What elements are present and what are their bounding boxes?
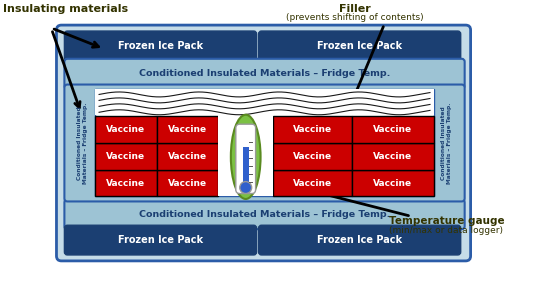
Text: Vaccine: Vaccine <box>167 179 207 188</box>
Bar <box>351 143 434 170</box>
Text: Frozen Ice Pack: Frozen Ice Pack <box>317 235 402 245</box>
Text: Temperature gauge: Temperature gauge <box>389 216 505 226</box>
Bar <box>218 89 273 196</box>
Text: Vaccine: Vaccine <box>106 179 146 188</box>
Text: Vaccine: Vaccine <box>106 152 146 161</box>
FancyBboxPatch shape <box>258 31 461 61</box>
FancyBboxPatch shape <box>64 200 465 229</box>
Text: Conditioned Insulated
Materials – Fridge Temp.: Conditioned Insulated Materials – Fridge… <box>441 102 452 184</box>
Bar <box>95 116 157 143</box>
Bar <box>157 170 218 196</box>
Bar <box>95 89 434 196</box>
Text: Vaccine: Vaccine <box>373 125 412 134</box>
Circle shape <box>240 182 251 194</box>
FancyBboxPatch shape <box>236 124 256 194</box>
Text: Conditioned Insulated
Materials – Fridge Temp.: Conditioned Insulated Materials – Fridge… <box>77 102 88 184</box>
Text: Frozen Ice Pack: Frozen Ice Pack <box>118 235 203 245</box>
Text: Vaccine: Vaccine <box>293 125 332 134</box>
Bar <box>95 143 157 170</box>
Text: (prevents shifting of contents): (prevents shifting of contents) <box>286 13 424 22</box>
Bar <box>273 170 351 196</box>
Bar <box>95 170 157 196</box>
Bar <box>95 89 434 115</box>
FancyBboxPatch shape <box>57 25 471 261</box>
Text: Insulating materials: Insulating materials <box>3 4 128 14</box>
Text: Filler: Filler <box>339 4 371 14</box>
Bar <box>243 147 249 187</box>
Text: Vaccine: Vaccine <box>106 125 146 134</box>
Text: Vaccine: Vaccine <box>373 179 412 188</box>
Text: Vaccine: Vaccine <box>167 152 207 161</box>
Ellipse shape <box>231 115 261 199</box>
FancyBboxPatch shape <box>258 225 461 255</box>
Bar <box>273 116 351 143</box>
Text: Vaccine: Vaccine <box>293 179 332 188</box>
FancyBboxPatch shape <box>64 59 465 89</box>
Bar <box>351 116 434 143</box>
Bar <box>157 143 218 170</box>
Text: Conditioned Insulated Materials – Fridge Temp.: Conditioned Insulated Materials – Fridge… <box>139 69 390 78</box>
FancyBboxPatch shape <box>64 85 465 201</box>
Text: Vaccine: Vaccine <box>373 152 412 161</box>
Bar <box>351 170 434 196</box>
Text: Conditioned Insulated Materials – Fridge Temp.: Conditioned Insulated Materials – Fridge… <box>139 210 390 219</box>
Text: Frozen Ice Pack: Frozen Ice Pack <box>317 41 402 51</box>
Text: Vaccine: Vaccine <box>293 152 332 161</box>
Text: (min/max or data logger): (min/max or data logger) <box>389 226 503 235</box>
Bar <box>157 116 218 143</box>
Text: Frozen Ice Pack: Frozen Ice Pack <box>118 41 203 51</box>
FancyBboxPatch shape <box>64 225 257 255</box>
FancyBboxPatch shape <box>64 31 257 61</box>
Text: Vaccine: Vaccine <box>167 125 207 134</box>
Bar <box>273 143 351 170</box>
